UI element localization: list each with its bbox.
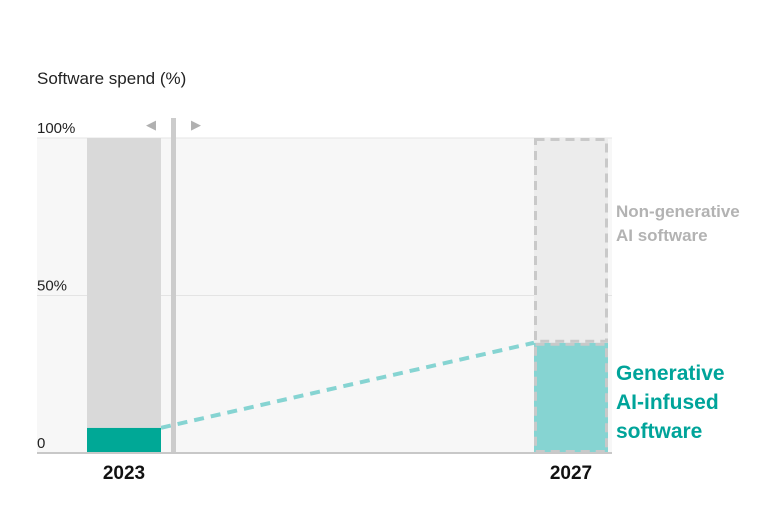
y-tick-label: 0 bbox=[37, 435, 45, 452]
bars bbox=[87, 138, 608, 453]
slider-right-arrow-icon[interactable]: ▶ bbox=[191, 117, 201, 132]
y-tick-label: 100% bbox=[37, 120, 75, 137]
y-tick-label: 50% bbox=[37, 278, 67, 295]
forecast-connector bbox=[160, 340, 535, 430]
bar-2023-series-0 bbox=[87, 427, 161, 453]
x-tick-labels: 2023 2027 bbox=[103, 463, 592, 484]
annotation-generative: AI-infused bbox=[616, 391, 719, 414]
slider-handle[interactable] bbox=[171, 118, 176, 454]
x-tick-label: 2027 bbox=[550, 463, 592, 484]
bar-2023-series-1 bbox=[87, 138, 161, 428]
x-tick-label: 2023 bbox=[103, 463, 145, 484]
annotation-generative: software bbox=[616, 420, 702, 443]
annotation-non-generative: AI software bbox=[616, 226, 708, 245]
annotation-generative: Generative bbox=[616, 362, 725, 385]
bar-2027-series-0 bbox=[534, 342, 608, 453]
y-axis-label: Software spend (%) bbox=[37, 69, 186, 88]
forecast-bar-outline bbox=[534, 342, 608, 453]
annotation-non-generative: Non-generative bbox=[616, 202, 740, 221]
bar-2027-series-1 bbox=[534, 138, 608, 343]
series-annotations: Non-generative AI software Generative AI-in… bbox=[616, 202, 740, 443]
connector-line bbox=[160, 340, 535, 430]
slider-left-arrow-icon[interactable]: ◀ bbox=[146, 117, 156, 132]
forecast-bar-outline bbox=[534, 138, 608, 343]
y-tick-labels: 0 50% 100% bbox=[37, 120, 75, 452]
year-slider[interactable]: ◀ ▶ bbox=[146, 117, 201, 454]
